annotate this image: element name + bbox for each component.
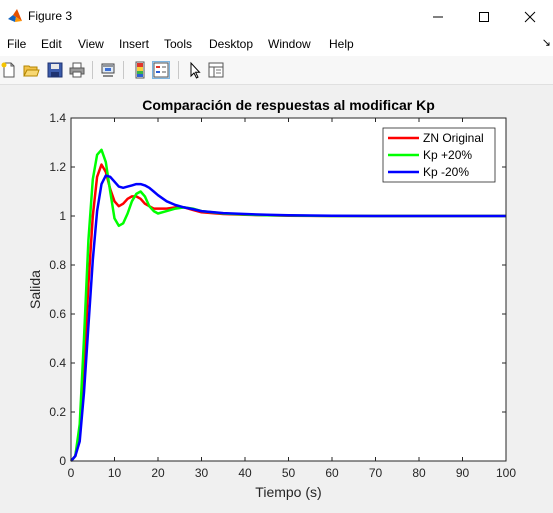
menu-dock-arrow-icon[interactable]: ↘ [541,37,551,49]
x-tick-label: 30 [195,466,209,480]
menu-insert[interactable]: Insert [119,37,150,51]
legend-label-3: Kp -20% [423,165,469,179]
close-button[interactable] [507,0,553,33]
minimize-button[interactable] [415,0,461,33]
y-tick-label: 0.2 [49,405,66,419]
link-plot-icon[interactable] [99,61,117,79]
maximize-button[interactable] [461,0,507,33]
figure-toolbar [0,56,553,85]
y-tick-label: 0 [59,454,66,468]
menu-help[interactable]: Help [329,37,354,51]
chart-title: Comparación de respuestas al modificar K… [142,97,435,113]
y-tick-label: 1 [59,209,66,223]
x-tick-label: 70 [369,466,383,480]
x-tick-label: 100 [496,466,516,480]
window-title: Figure 3 [28,9,73,23]
toolbar-separator [123,61,124,79]
y-tick-label: 0.4 [49,356,66,370]
legend-button[interactable] [152,61,170,79]
close-icon [524,11,536,22]
x-tick-label: 50 [282,466,296,480]
menu-file[interactable]: File [7,37,27,51]
x-tick-label: 60 [325,466,339,480]
menu-desktop[interactable]: Desktop [209,37,254,51]
minimize-icon [433,16,443,17]
matlab-icon [8,9,22,22]
x-tick-label: 20 [151,466,165,480]
open-file-icon[interactable] [22,61,40,79]
print-icon[interactable] [68,61,86,79]
axes-box [70,117,507,462]
figure-area: 0 10 20 30 40 50 60 70 80 90 100 0 0.2 0.4 0.6 0.8 1 1.2 1… [0,85,553,508]
y-axis-label: Salida [27,270,43,309]
menu-bar: File Edit View Insert Tools Desktop Wind… [0,33,553,56]
new-figure-icon[interactable] [0,61,18,79]
y-tick-label: 1.2 [49,160,66,174]
y-tick-label: 0.6 [49,307,66,321]
edit-plot-arrow-icon[interactable] [186,61,204,79]
legend-icon [153,62,169,78]
x-tick-label: 40 [238,466,252,480]
legend-label-2: Kp +20% [423,148,472,162]
maximize-icon [479,11,489,22]
window-titlebar: Figure 3 [0,0,553,33]
toolbar-separator [92,61,93,79]
series-line-3 [70,174,506,462]
x-axis-label: Tiempo (s) [255,484,321,500]
x-tick-label: 80 [412,466,426,480]
menu-window[interactable]: Window [268,37,311,51]
colorbar-icon[interactable] [131,61,149,79]
x-tick-label: 0 [68,466,75,480]
y-tick-label: 1.4 [49,111,66,125]
property-inspector-icon[interactable] [207,61,225,79]
menu-edit[interactable]: Edit [41,37,62,51]
menu-tools[interactable]: Tools [164,37,193,51]
x-tick-label: 90 [456,466,470,480]
legend-label-1: ZN Original [423,131,484,145]
x-tick-label: 10 [108,466,122,480]
line-chart: 0 10 20 30 40 50 60 70 80 90 100 0 0.2 0.4 0.6 0.8 1 1.2 1… [27,97,516,500]
toolbar-separator [178,61,179,79]
save-icon[interactable] [46,61,64,79]
menu-view[interactable]: View [78,37,104,51]
y-tick-label: 0.8 [49,258,66,272]
